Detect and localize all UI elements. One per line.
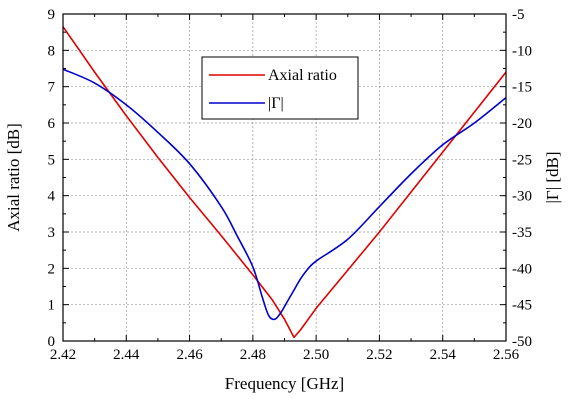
x-tick-label: 2.46	[176, 347, 203, 363]
series-lines	[62, 26, 507, 339]
x-tick-label: 2.52	[366, 347, 392, 363]
series-line-reflection-coefficient	[62, 68, 507, 321]
left-y-tick-label: 9	[48, 7, 56, 23]
right-y-tick-label: -5	[512, 7, 525, 23]
right-y-tick-label: -10	[512, 43, 532, 59]
left-y-tick-label: 7	[48, 80, 56, 96]
right-y-tick-label: -20	[512, 116, 532, 132]
x-axis-title: Frequency [GHz]	[225, 374, 344, 393]
legend-label-axial-ratio: Axial ratio	[268, 67, 337, 84]
right-y-tick-label: -35	[512, 225, 532, 241]
x-tick-label: 2.54	[430, 347, 457, 363]
x-tick-label: 2.48	[240, 347, 266, 363]
legend-box	[201, 56, 359, 120]
x-tick-label: 2.56	[493, 347, 520, 363]
right-y-tick-label: -25	[512, 152, 532, 168]
right-y-tick-label: -30	[512, 189, 532, 205]
legend: Axial ratio |Γ|	[201, 56, 359, 120]
x-tick-label: 2.50	[303, 347, 329, 363]
left-y-tick-label: 5	[48, 152, 56, 168]
right-y-tick-label: -50	[512, 334, 532, 350]
left-y-tick-label: 4	[48, 189, 56, 205]
left-y-tick-label: 2	[48, 261, 56, 277]
right-y-tick-label: -40	[512, 261, 532, 277]
x-tick-label: 2.44	[113, 347, 140, 363]
left-y-tick-label: 0	[48, 334, 56, 350]
right-y-tick-label: -15	[512, 80, 532, 96]
series-line-axial-ratio	[62, 26, 507, 339]
right-y-axis-title: |Γ| [dB]	[543, 151, 562, 203]
legend-label-reflection-coefficient: |Γ|	[268, 95, 284, 112]
x-tick-label: 2.42	[50, 347, 76, 363]
left-y-axis-title: Axial ratio [dB]	[4, 123, 23, 232]
left-y-tick-label: 1	[48, 298, 56, 314]
left-y-tick-label: 6	[48, 116, 56, 132]
right-y-tick-label: -45	[512, 298, 532, 314]
left-y-tick-label: 8	[48, 43, 56, 59]
left-y-tick-label: 3	[48, 225, 56, 241]
axis-ticks: 2.42 2.44 2.46 2.48 2.50 2.52 2.54 2.56 0 1 2 3 4 5 6 7…	[48, 7, 533, 363]
